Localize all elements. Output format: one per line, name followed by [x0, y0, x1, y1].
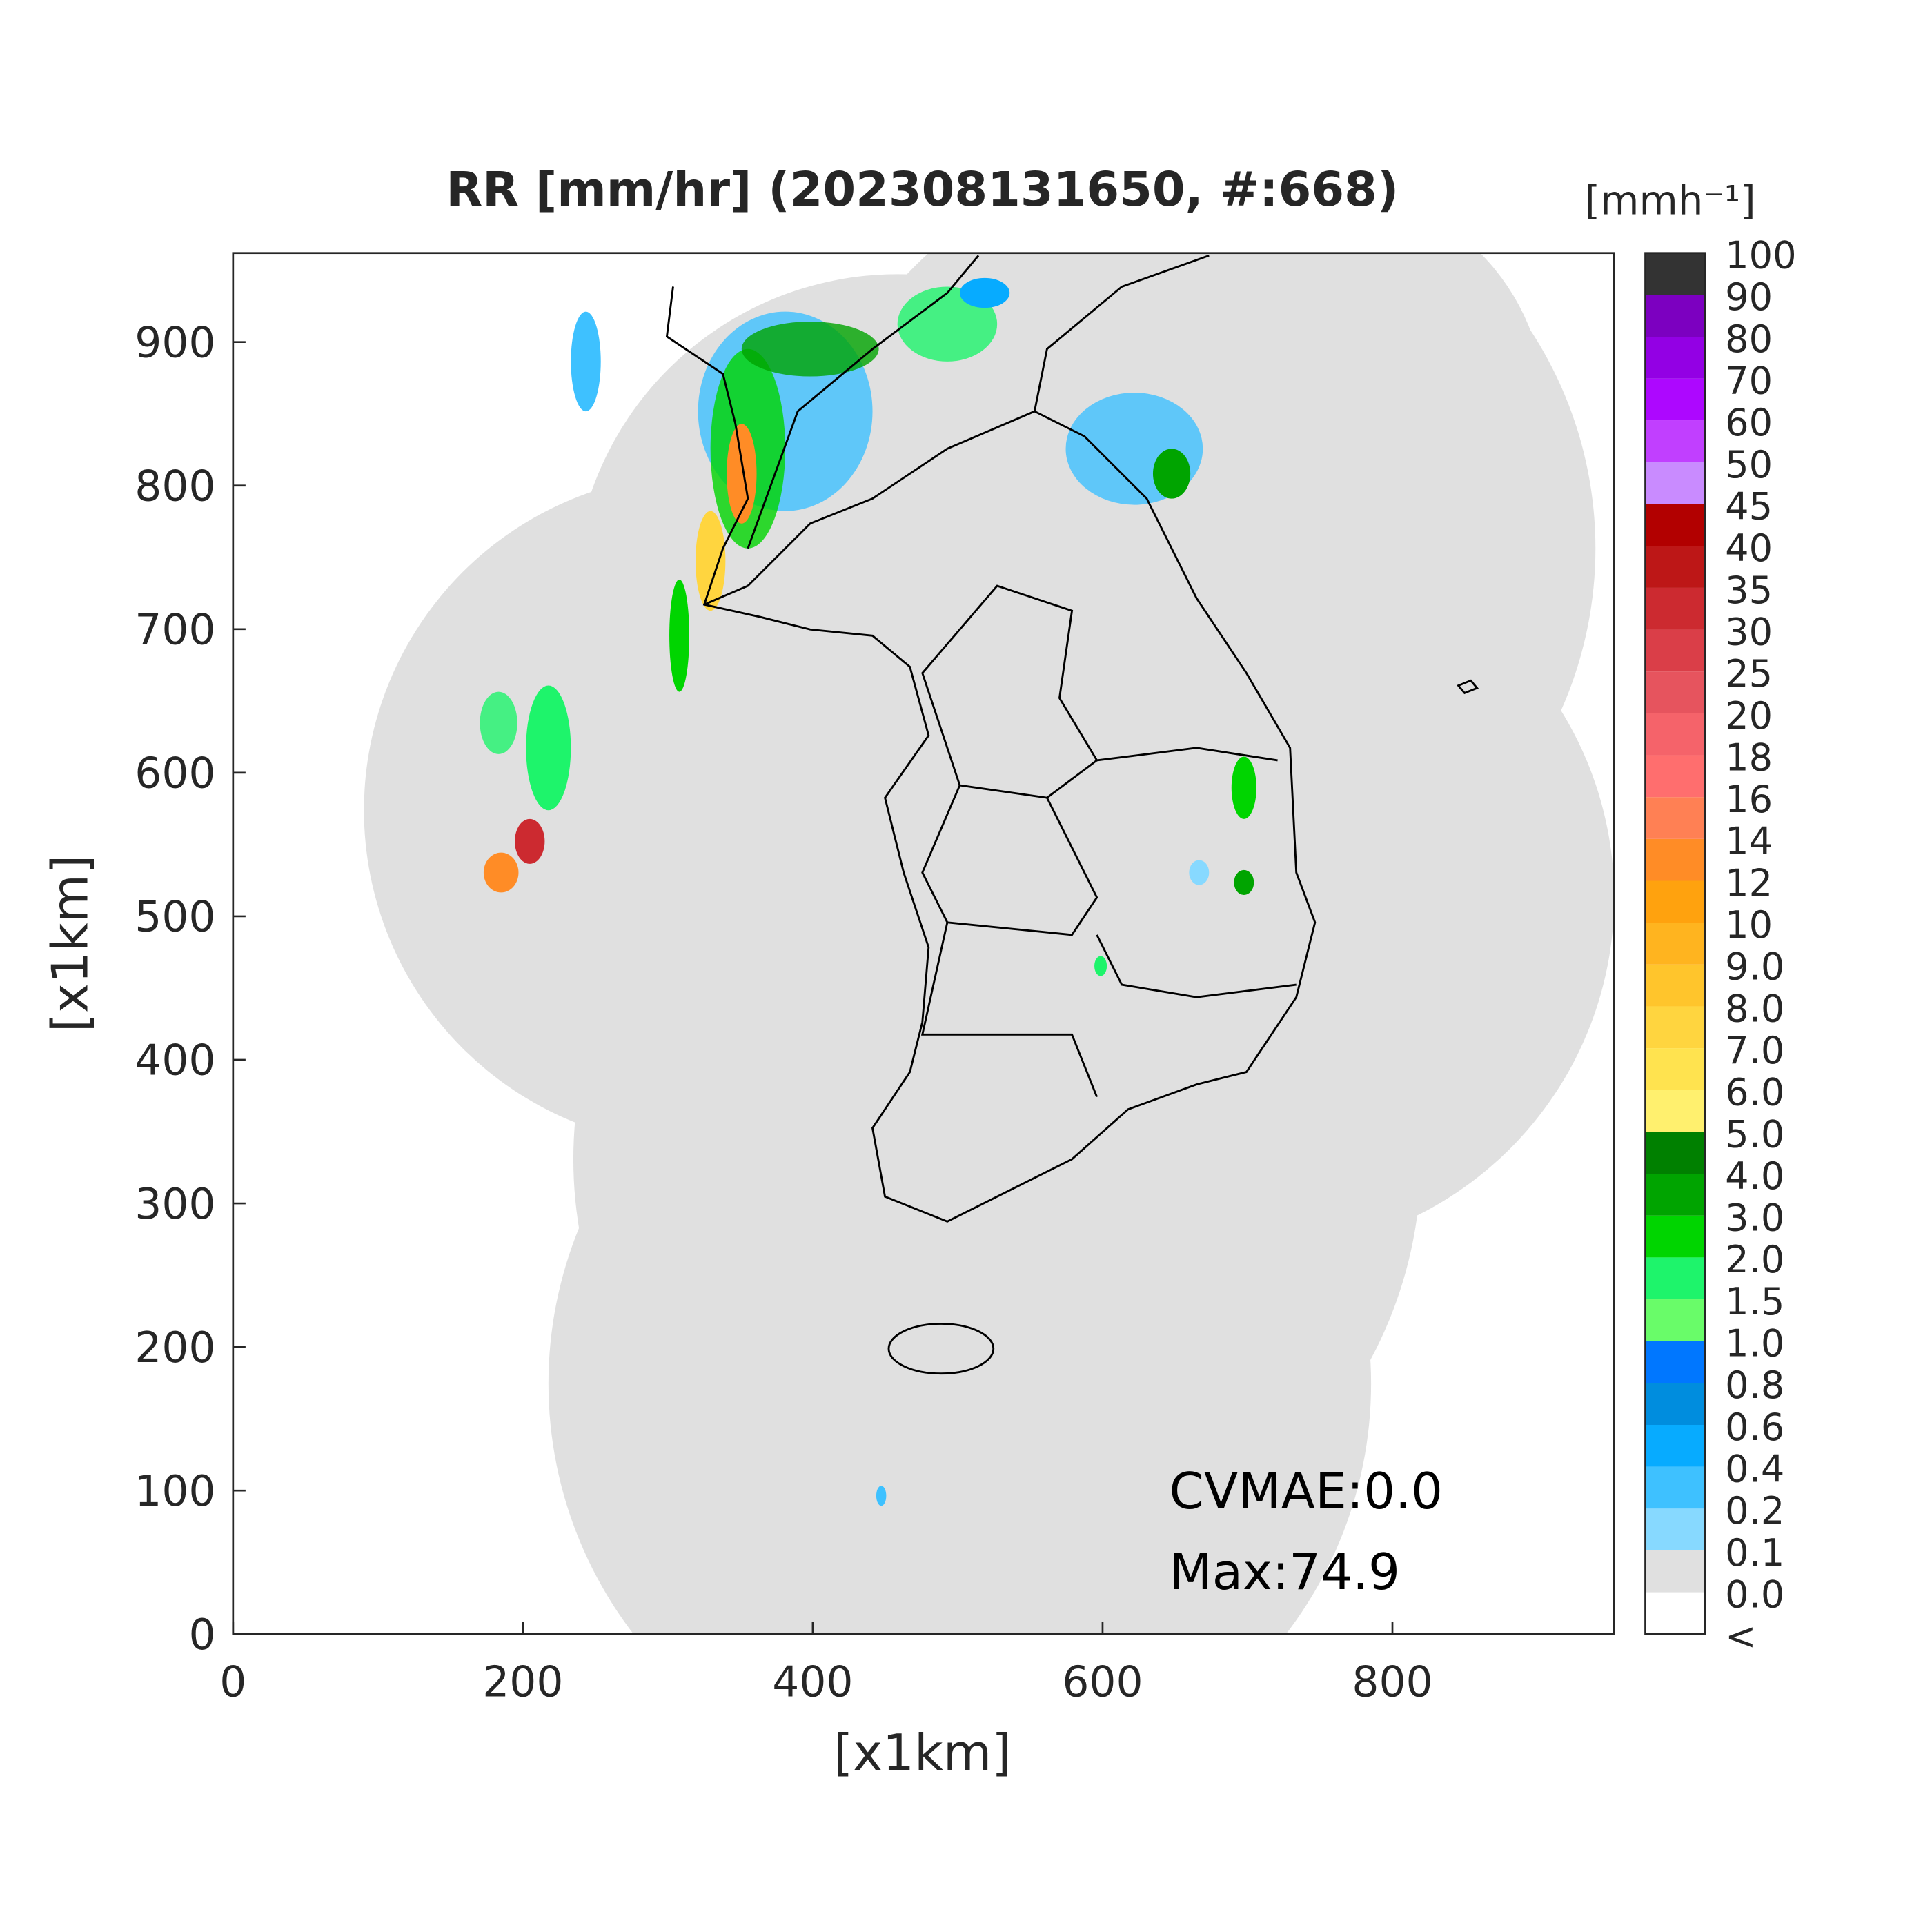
colorbar-swatch [1645, 462, 1706, 504]
colorbar-swatch [1645, 1299, 1706, 1341]
colorbar-label: 0.1 [1725, 1531, 1784, 1575]
colorbar-swatch [1645, 838, 1706, 881]
colorbar-label: 5.0 [1725, 1112, 1784, 1156]
y-tick-label: 900 [135, 318, 215, 367]
colorbar-label: 16 [1725, 778, 1773, 821]
colorbar-label: < [1725, 1615, 1756, 1658]
colorbar-swatch [1645, 1006, 1706, 1049]
colorbar-label: 0.2 [1725, 1489, 1784, 1532]
y-tick-label: 200 [135, 1323, 215, 1372]
colorbar-label: 1.5 [1725, 1280, 1784, 1323]
colorbar-swatch [1645, 1174, 1706, 1216]
colorbar-swatch [1645, 1132, 1706, 1174]
colorbar-swatch [1645, 1466, 1706, 1509]
colorbar-swatch [1645, 1215, 1706, 1258]
colorbar-label: 40 [1725, 526, 1773, 570]
colorbar-swatch [1645, 1508, 1706, 1550]
colorbar-label: 25 [1725, 652, 1773, 696]
map-title: RR [mm/hr] (202308131650, #:668) [446, 162, 1399, 217]
colorbar-label: 70 [1725, 359, 1773, 403]
colorbar-label: 50 [1725, 443, 1773, 486]
colorbar-label: 100 [1725, 234, 1796, 277]
colorbar-label: 7.0 [1725, 1029, 1784, 1072]
radar-map [364, 253, 1615, 1635]
colorbar-swatch [1645, 923, 1706, 965]
annotation: Max:74.9 [1169, 1544, 1400, 1601]
colorbar-swatch [1645, 504, 1706, 546]
y-tick-label: 300 [135, 1180, 215, 1229]
colorbar-swatch [1645, 1424, 1706, 1467]
x-tick-label: 600 [1062, 1658, 1143, 1707]
colorbar-label: 10 [1725, 903, 1773, 947]
colorbar-swatch [1645, 587, 1706, 630]
y-axis-label: [x1km] [41, 855, 99, 1032]
colorbar-swatch [1645, 713, 1706, 756]
colorbar-swatch [1645, 295, 1706, 337]
colorbar-unit: [mmh⁻¹] [1585, 177, 1756, 224]
colorbar-label: 0.0 [1725, 1573, 1784, 1616]
colorbar-label: 1.0 [1725, 1322, 1784, 1366]
colorbar-swatch [1645, 755, 1706, 798]
colorbar-label: 60 [1725, 401, 1773, 444]
colorbar-swatch [1645, 1383, 1706, 1425]
y-tick-label: 700 [135, 606, 215, 655]
x-tick-label: 800 [1352, 1658, 1432, 1707]
x-axis-label: [x1km] [834, 1724, 1011, 1782]
colorbar-swatch [1645, 378, 1706, 421]
x-tick-label: 0 [219, 1658, 246, 1707]
colorbar-label: 2.0 [1725, 1238, 1784, 1281]
colorbar-label: 8.0 [1725, 987, 1784, 1030]
colorbar-swatch [1645, 1048, 1706, 1090]
x-tick-label: 400 [772, 1658, 853, 1707]
colorbar-label: 20 [1725, 694, 1773, 738]
colorbar-swatch [1645, 1090, 1706, 1132]
colorbar-swatch [1645, 1592, 1706, 1635]
y-tick-label: 800 [135, 462, 215, 511]
y-tick-label: 400 [135, 1036, 215, 1085]
y-tick-label: 600 [135, 749, 215, 798]
colorbar-frame [1644, 252, 1706, 1635]
colorbar-swatch [1645, 964, 1706, 1007]
colorbar-swatch [1645, 253, 1706, 295]
colorbar-label: 14 [1725, 820, 1773, 863]
colorbar-swatch [1645, 1257, 1706, 1300]
colorbar-label: 9.0 [1725, 945, 1784, 989]
colorbar-label: 18 [1725, 736, 1773, 779]
colorbar-label: 6.0 [1725, 1071, 1784, 1114]
colorbar-label: 12 [1725, 861, 1773, 905]
colorbar-label: 4.0 [1725, 1154, 1784, 1198]
y-tick-label: 100 [135, 1467, 215, 1516]
colorbar-swatch [1645, 546, 1706, 588]
x-tick-label: 200 [482, 1658, 563, 1707]
colorbar-label: 45 [1725, 484, 1773, 528]
colorbar-label: 0.8 [1725, 1363, 1784, 1407]
colorbar-swatch [1645, 629, 1706, 672]
colorbar-label: 35 [1725, 569, 1773, 612]
colorbar-swatch [1645, 671, 1706, 713]
colorbar-swatch [1645, 420, 1706, 462]
annotation: CVMAE:0.0 [1169, 1463, 1443, 1521]
colorbar-label: 0.4 [1725, 1448, 1784, 1491]
y-tick-label: 500 [135, 893, 215, 942]
colorbar-swatch [1645, 880, 1706, 923]
plot-frame [232, 252, 1615, 1635]
colorbar-label: 80 [1725, 317, 1773, 361]
coastline [665, 254, 1479, 1375]
y-tick-label: 0 [188, 1610, 215, 1659]
colorbar-swatch [1645, 797, 1706, 839]
colorbar-swatch [1645, 1550, 1706, 1593]
colorbar-label: 3.0 [1725, 1196, 1784, 1240]
colorbar-label: 90 [1725, 275, 1773, 319]
colorbar-label: 30 [1725, 610, 1773, 653]
colorbar-swatch [1645, 337, 1706, 379]
colorbar-swatch [1645, 1341, 1706, 1383]
colorbar-label: 0.6 [1725, 1406, 1784, 1449]
